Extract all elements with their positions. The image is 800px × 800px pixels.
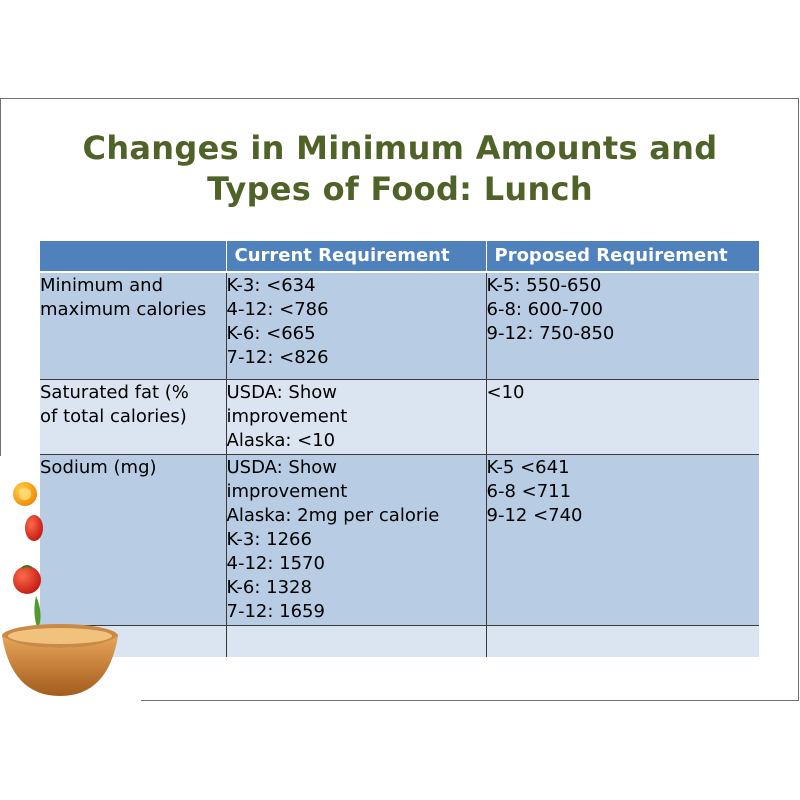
cell-line: K-6: <665 — [226, 323, 316, 344]
cell-line: Minimum and — [40, 275, 164, 296]
cell-line: maximum calories — [40, 299, 207, 320]
table-row-sodium: Sodium (mg) USDA: Show improvement Alask… — [40, 454, 759, 626]
cell-line: improvement — [226, 481, 348, 502]
header-cell-current: Current Requirement — [225, 241, 486, 273]
cell-line: 4-12: <786 — [226, 299, 329, 320]
cell-line: K-5: 550-650 — [486, 275, 602, 296]
cell-line: Saturated fat (% — [40, 382, 189, 403]
table-row-calories: Minimum and maximum calories K-3: <634 4… — [40, 271, 759, 380]
cell-line: USDA: Show — [226, 382, 337, 403]
table-header-row: Current Requirement Proposed Requirement — [40, 241, 759, 273]
cell-line: <10 — [486, 382, 525, 403]
leaf-icon — [34, 596, 41, 630]
current-requirement-cell: K-3: <634 4-12: <786 K-6: <665 7-12: <82… — [225, 271, 486, 380]
table-row-empty — [40, 625, 759, 657]
cell-line: 6-8 <711 — [486, 481, 572, 502]
slide-title: Changes in Minimum Amounts and Types of … — [40, 128, 760, 210]
proposed-requirement-cell: K-5 <641 6-8 <711 9-12 <740 — [485, 454, 759, 626]
cell-line: K-3: 1266 — [226, 529, 312, 550]
row-label: Minimum and maximum calories — [40, 271, 226, 380]
cell-line: USDA: Show — [226, 457, 337, 478]
empty-cell — [225, 625, 486, 657]
cell-line: 6-8: 600-700 — [486, 299, 603, 320]
proposed-requirement-cell: <10 — [485, 379, 759, 455]
current-requirement-cell: USDA: Show improvement Alaska: 2mg per c… — [225, 454, 486, 626]
slide-title-line-1: Changes in Minimum Amounts and — [82, 129, 718, 167]
header-cell-proposed: Proposed Requirement — [485, 241, 759, 273]
current-requirement-cell: USDA: Show improvement Alaska: <10 — [225, 379, 486, 455]
cell-line: Alaska: <10 — [226, 430, 336, 451]
orange-slice-icon — [13, 482, 37, 506]
row-label: Sodium (mg) — [40, 454, 226, 626]
cell-line: K-5 <641 — [486, 457, 570, 478]
empty-cell — [485, 625, 759, 657]
cell-line: improvement — [226, 406, 348, 427]
cell-line: of total calories) — [40, 406, 187, 427]
cell-line: K-3: <634 — [226, 275, 316, 296]
proposed-requirement-cell: K-5: 550-650 6-8: 600-700 9-12: 750-850 — [485, 271, 759, 380]
slide-frame-left-edge — [0, 98, 1, 456]
cell-line: 9-12 <740 — [486, 505, 583, 526]
slide-frame-bottom-edge — [141, 700, 799, 701]
cell-line: Sodium (mg) — [40, 457, 157, 478]
cell-line: 9-12: 750-850 — [486, 323, 615, 344]
tomato-icon — [25, 515, 43, 541]
table-row-saturated-fat: Saturated fat (% of total calories) USDA… — [40, 379, 759, 455]
requirements-table: Current Requirement Proposed Requirement… — [40, 241, 759, 657]
slide-frame — [0, 98, 799, 701]
cell-line: Alaska: 2mg per calorie — [226, 505, 440, 526]
cell-line: 7-12: <826 — [226, 347, 329, 368]
bowl-icon — [2, 624, 118, 696]
tomato-icon — [13, 565, 41, 594]
row-label: Saturated fat (% of total calories) — [40, 379, 226, 455]
slide-title-line-2: Types of Food: Lunch — [207, 170, 593, 208]
cell-line: K-6: 1328 — [226, 577, 312, 598]
cell-line: 4-12: 1570 — [226, 553, 325, 574]
cell-line: 7-12: 1659 — [226, 601, 325, 622]
header-cell-blank — [40, 241, 226, 273]
vegetable-bowl-icon — [2, 482, 118, 696]
